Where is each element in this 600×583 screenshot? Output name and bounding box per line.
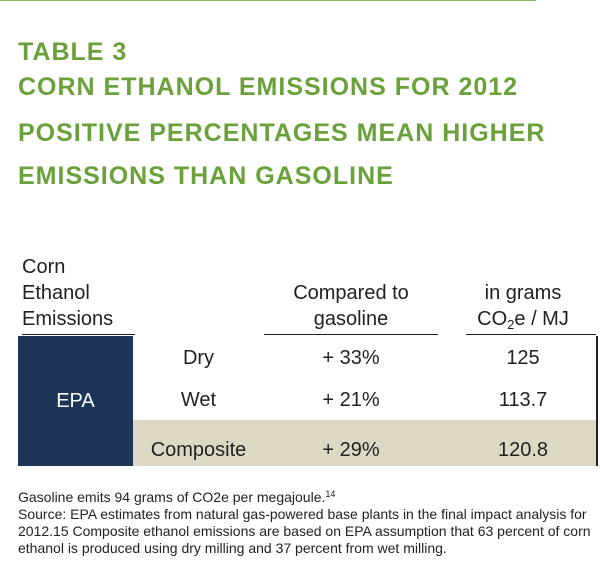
table-right-border (596, 336, 598, 466)
row-compared: + 33% (322, 347, 380, 369)
row-grams: 113.7 (498, 389, 548, 411)
column-header-compared: Compared to gasoline (293, 282, 409, 330)
header-underline (466, 334, 596, 335)
row-grams: 125 (506, 347, 540, 369)
group-label-epa: EPA (18, 336, 133, 466)
row-compared: + 21% (322, 389, 380, 411)
footnote-ref: 14 (325, 489, 336, 499)
column-header-grams: in grams CO2e / MJ (450, 280, 596, 338)
table-label: TABLE 3 (18, 38, 128, 66)
composite-row-background (133, 420, 596, 466)
footnote-gasoline: Gasoline emits 94 grams of CO2e per mega… (18, 489, 336, 505)
column-header-emissions: Corn Ethanol Emissions (22, 256, 114, 330)
row-compared: + 29% (322, 439, 380, 461)
table-title: CORN ETHANOL EMISSIONS FOR 2012 (18, 73, 519, 101)
footnote: Gasoline emits 94 grams of CO2e per mega… (18, 486, 593, 557)
row-type: Dry (182, 347, 215, 369)
row-type: Composite (150, 439, 247, 461)
row-grams: 120.8 (497, 439, 549, 461)
top-rule (0, 0, 536, 1)
units-label: CO2e / MJ (477, 308, 569, 332)
row-type: Wet (180, 389, 217, 411)
table-subtitle-line1: POSITIVE PERCENTAGES MEAN HIGHER (18, 119, 546, 147)
header-underline (22, 334, 135, 335)
table-subtitle-line2: EMISSIONS THAN GASOLINE (18, 162, 394, 190)
header-underline (264, 334, 438, 335)
footnote-source: Source: EPA estimates from natural gas-p… (18, 506, 591, 556)
